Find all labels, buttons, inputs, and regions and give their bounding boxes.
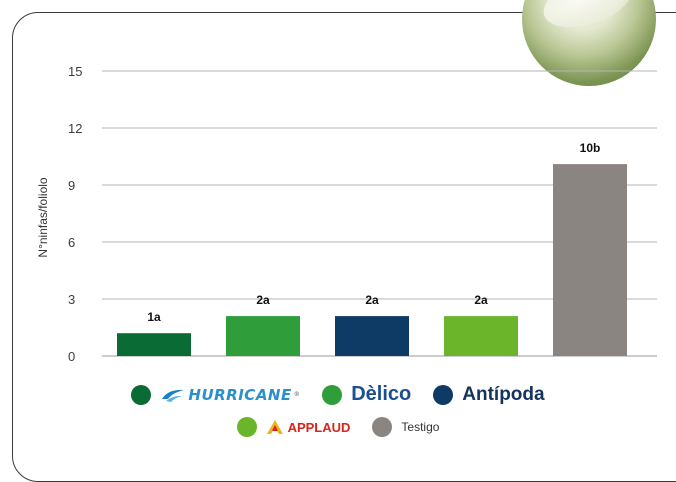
y-axis-label: N°ninfas/foliolo bbox=[36, 177, 50, 258]
data-labels: 1a 2a 2a 2a 10b bbox=[147, 141, 600, 324]
legend-swatch-hurricane bbox=[131, 384, 152, 405]
applaud-logo: APPLAUD bbox=[266, 419, 351, 435]
y-tick-label: 6 bbox=[68, 235, 75, 250]
legend-label-hurricane: HURRICANE bbox=[188, 385, 292, 404]
legend-item-antipoda: Antípoda bbox=[433, 383, 545, 406]
bar-applaud bbox=[444, 316, 518, 356]
legend-swatch-testigo bbox=[372, 417, 393, 437]
hurricane-logo: HURRICANE ® bbox=[160, 386, 300, 404]
applaud-logo-icon bbox=[266, 420, 283, 434]
legend-row-2: APPLAUD Testigo bbox=[0, 417, 676, 437]
y-tick-label: 0 bbox=[68, 349, 75, 364]
legend-label-testigo: Testigo bbox=[401, 420, 440, 434]
legend-item-applaud: APPLAUD bbox=[236, 417, 351, 437]
data-label: 2a bbox=[474, 293, 488, 307]
legend-swatch-applaud bbox=[236, 417, 257, 437]
legend-item-hurricane: HURRICANE ® bbox=[131, 384, 300, 405]
legend-item-testigo: Testigo bbox=[372, 417, 439, 437]
data-label: 2a bbox=[365, 293, 379, 307]
y-tick-label: 15 bbox=[68, 64, 82, 79]
hurricane-swirl-icon bbox=[162, 389, 185, 402]
data-label: 1a bbox=[147, 310, 161, 324]
y-tick-labels: 0 3 6 9 12 15 bbox=[68, 64, 82, 364]
bar-dèlico bbox=[226, 316, 300, 356]
legend-swatch-delico bbox=[322, 384, 343, 405]
data-label: 2a bbox=[256, 293, 270, 307]
legend-row-1: HURRICANE ® Dèlico Antípoda bbox=[0, 383, 676, 406]
legend-label-applaud: APPLAUD bbox=[287, 419, 351, 435]
data-label: 10b bbox=[580, 141, 601, 155]
bar-antípoda bbox=[335, 316, 409, 356]
bar-hurricane bbox=[117, 333, 191, 356]
legend-item-delico: Dèlico bbox=[322, 383, 411, 406]
bars bbox=[117, 164, 627, 356]
legend-swatch-antipoda bbox=[433, 384, 454, 405]
bar-testigo bbox=[553, 164, 627, 356]
y-tick-label: 9 bbox=[68, 178, 75, 193]
legend-label-delico: Dèlico bbox=[351, 383, 412, 405]
legend-label-antipoda: Antípoda bbox=[462, 383, 545, 405]
y-tick-label: 3 bbox=[68, 292, 75, 307]
y-tick-label: 12 bbox=[68, 121, 82, 136]
bar-chart: 0 3 6 9 12 15 1a 2a 2a 2a 10b N°ninfas/foliolo bbox=[36, 64, 657, 364]
